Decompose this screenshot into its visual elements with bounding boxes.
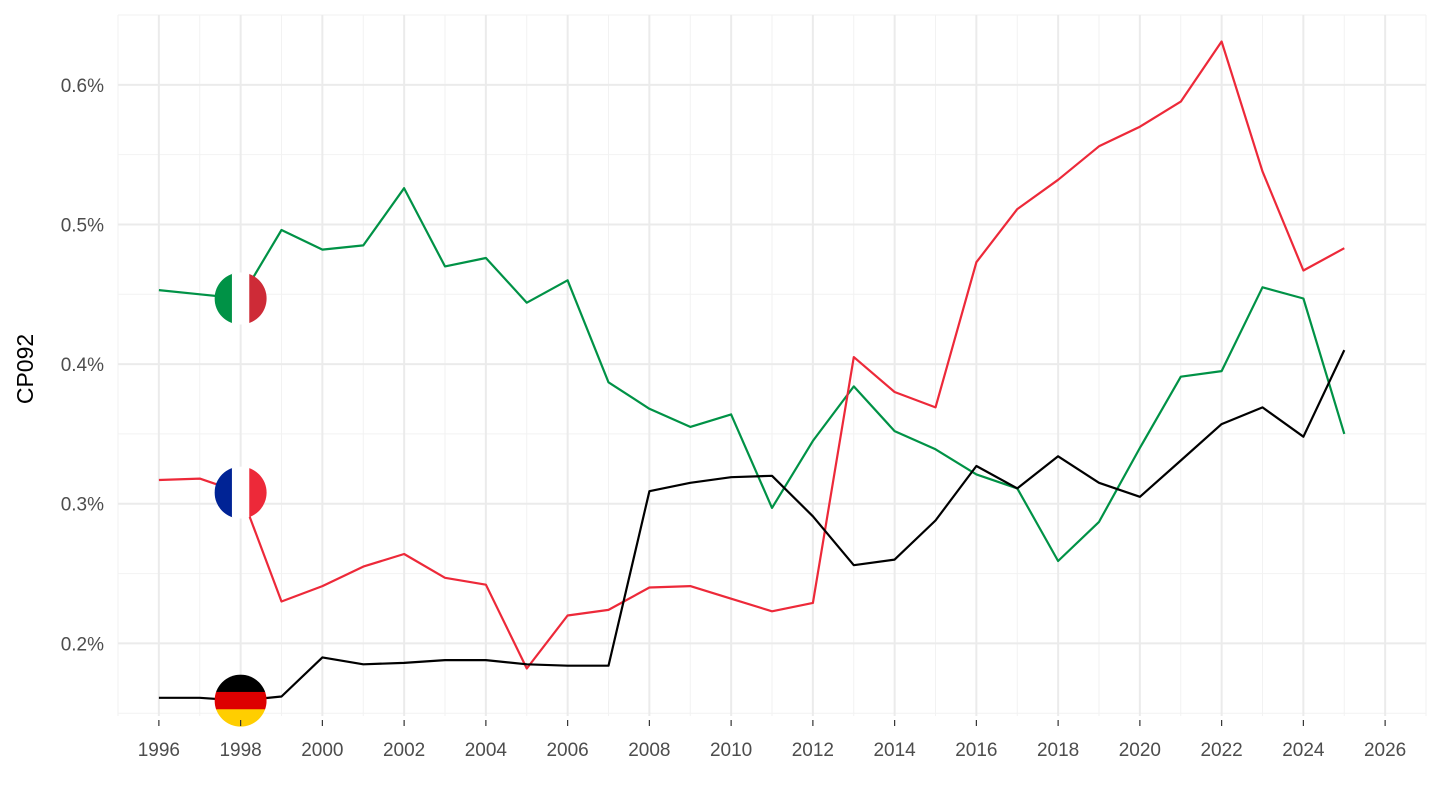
flag-stripes: [214, 272, 267, 325]
germany-flag-icon: [214, 674, 267, 727]
x-tick-label: 2002: [383, 740, 425, 761]
y-axis: 0.2% 0.3% 0.4% 0.5% 0.6%: [61, 76, 104, 656]
y-tick-label: 0.2%: [61, 634, 104, 655]
x-tick-label: 2022: [1200, 740, 1242, 761]
y-axis-title: CP092: [12, 334, 38, 404]
x-tick-label: 2004: [465, 740, 508, 761]
flag-stripe: [249, 466, 267, 519]
series-line-italy: [158, 187, 1346, 563]
x-tick-label: 2006: [546, 740, 588, 761]
y-tick-label: 0.4%: [61, 355, 104, 376]
y-tick-label: 0.3%: [61, 495, 104, 516]
flag-stripe: [214, 674, 267, 693]
flag-stripe: [214, 709, 267, 727]
flag-stripes: [214, 674, 267, 727]
y-tick-label: 0.6%: [61, 76, 104, 97]
x-axis: 1996 1998 2000 2002 2004 2006 2008 2010 2012 2014…: [138, 720, 1406, 761]
italy-flag-icon: [214, 272, 267, 325]
x-tick-label: 2010: [710, 740, 752, 761]
series-line-france: [158, 40, 1345, 670]
x-tick-label: 2014: [873, 740, 916, 761]
x-tick-label: 2024: [1282, 740, 1325, 761]
flag-stripe: [231, 272, 250, 325]
flag-stripe: [214, 466, 233, 519]
y-tick-label: 0.5%: [61, 215, 104, 236]
x-tick-label: 2000: [301, 740, 343, 761]
flag-stripe: [249, 272, 267, 325]
flag-stripe: [214, 691, 267, 710]
flag-markers: [214, 272, 267, 727]
x-tick-label: 2012: [792, 740, 834, 761]
x-tick-label: 2018: [1037, 740, 1079, 761]
x-tick-label: 1996: [138, 740, 180, 761]
x-tick-label: 2020: [1119, 740, 1161, 761]
x-tick-label: 2026: [1364, 740, 1406, 761]
flag-stripes: [214, 466, 267, 519]
x-tick-label: 2016: [955, 740, 997, 761]
x-tick-label: 2008: [628, 740, 670, 761]
france-flag-icon: [214, 466, 267, 519]
series-line-germany: [158, 349, 1346, 702]
series-lines: [158, 40, 1346, 702]
x-tick-label: 1998: [219, 740, 261, 761]
grid: [117, 14, 1427, 716]
flag-stripe: [214, 272, 233, 325]
flag-stripe: [231, 466, 250, 519]
